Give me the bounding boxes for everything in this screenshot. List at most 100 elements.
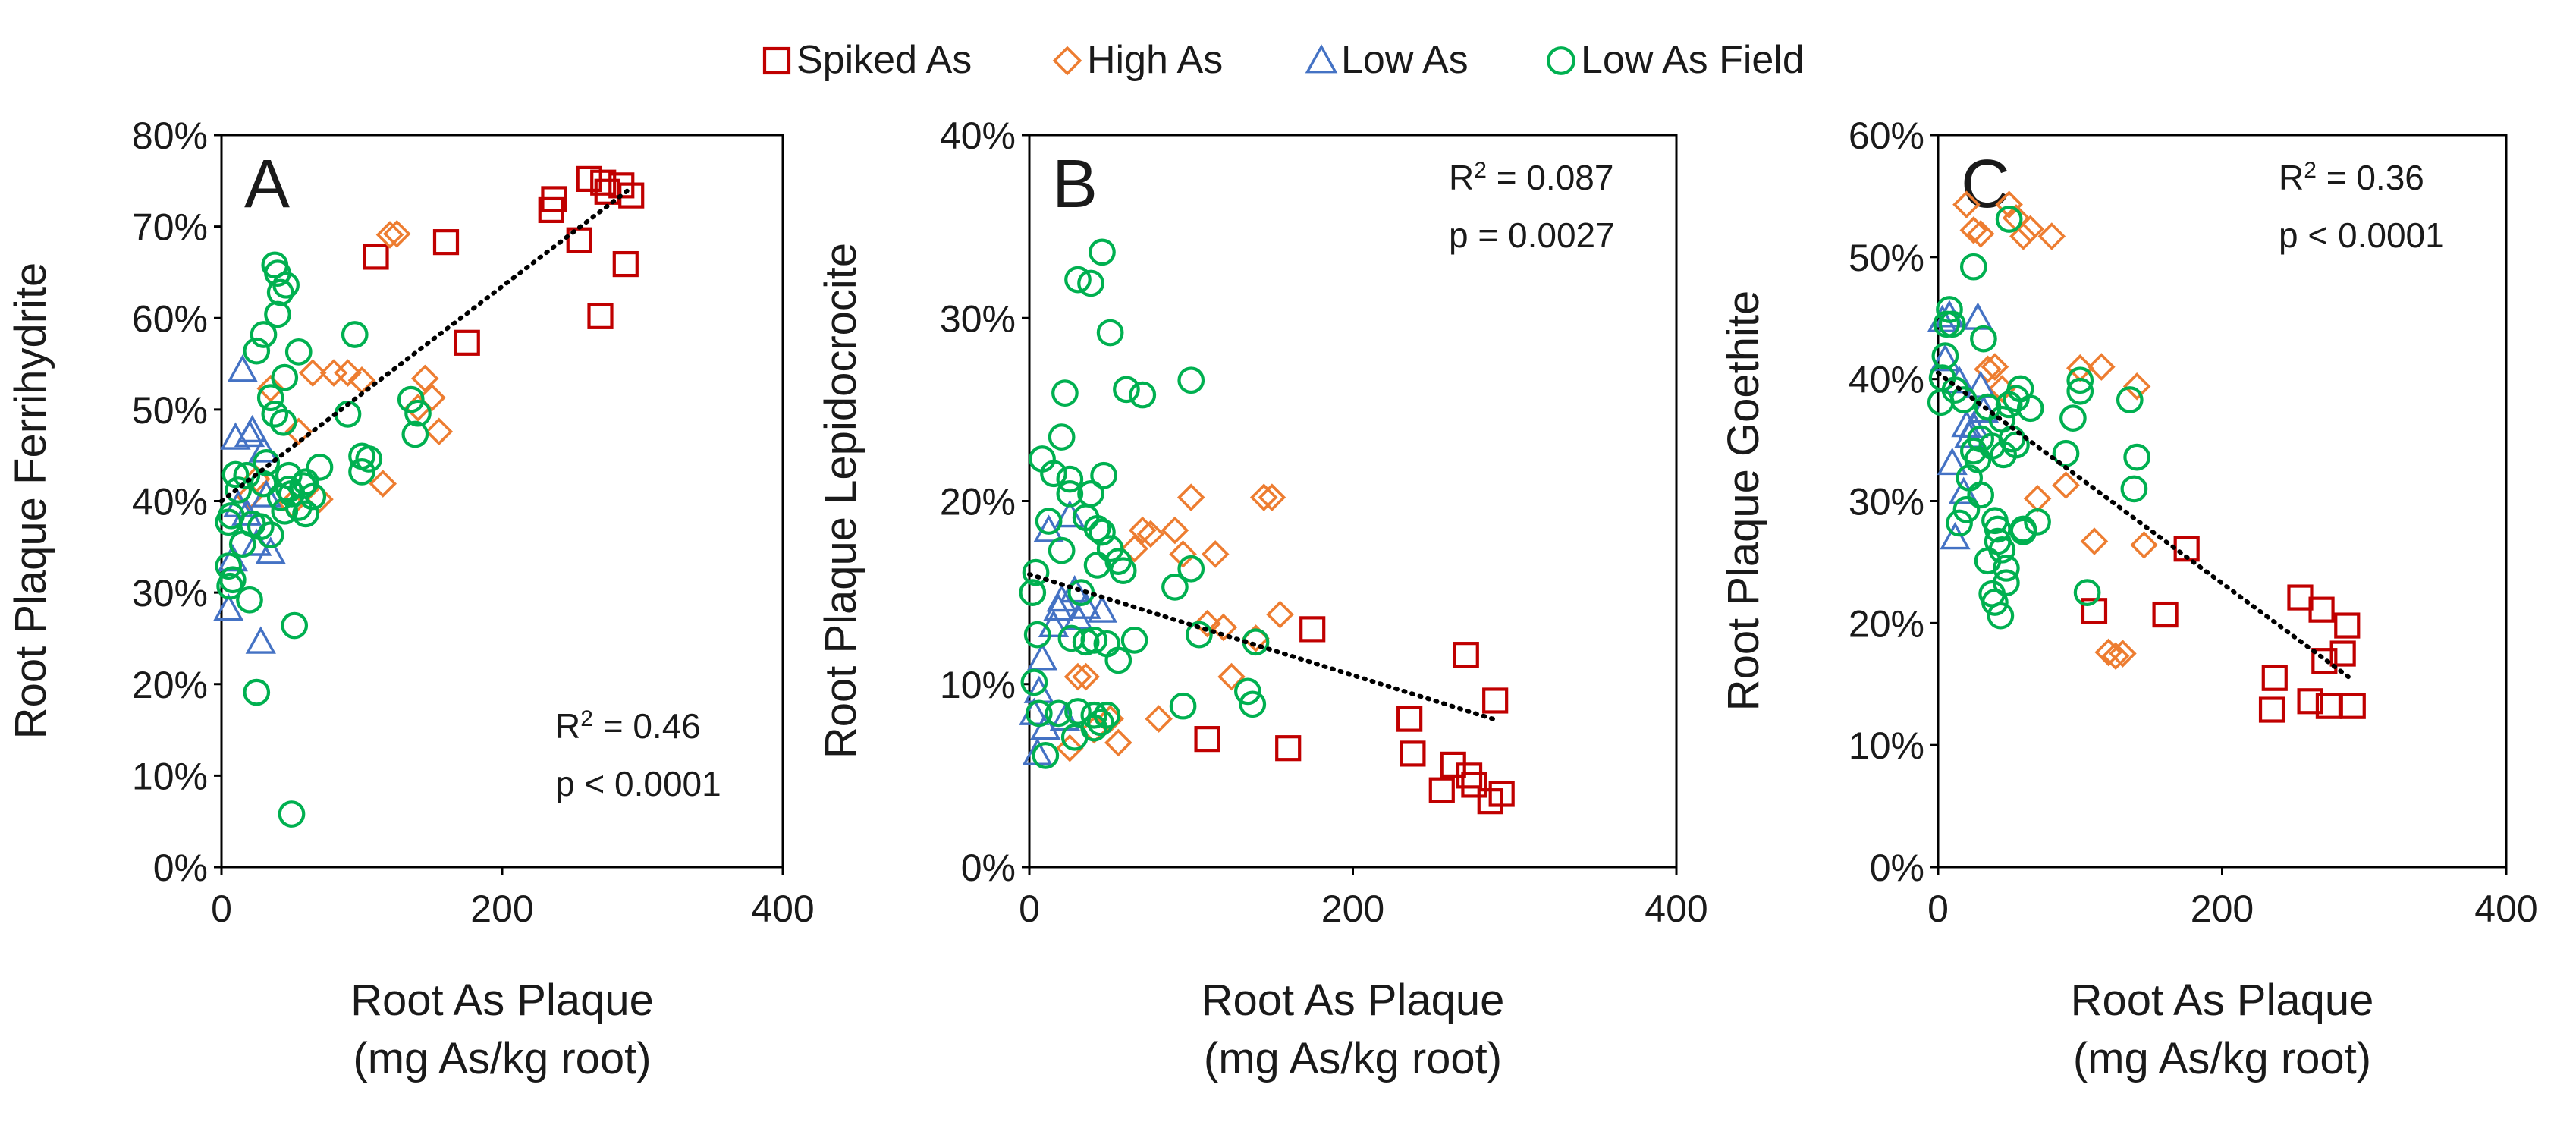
legend: Spiked As High As Low As Low As Field [762,38,1805,82]
r-squared-value: = 0.46 [593,706,701,746]
p-value-label: p < 0.0001 [2279,215,2445,255]
data-point [266,278,294,306]
data-point [410,364,439,393]
data-point [2334,612,2361,639]
r-squared-prefix: R [2279,158,2304,197]
y-tick-label: 50% [132,389,208,432]
data-point [1054,500,1085,528]
data-point [1981,589,2009,616]
y-axis-title: Root Plaque Ferrihydrite [6,262,55,740]
y-tick-label: 60% [1849,115,1924,157]
data-point [2024,508,2051,536]
data-point [2116,386,2144,413]
data-point [255,536,286,564]
data-point [272,271,300,299]
data-point [1080,701,1108,729]
data-point [269,408,297,436]
data-point [2009,517,2037,545]
data-point [1169,692,1197,720]
data-point [1096,319,1124,347]
data-point [541,186,567,212]
series-low-as-field [215,251,432,828]
data-point [1086,709,1114,737]
data-point [404,399,432,427]
data-point [2088,353,2116,381]
data-point [292,468,319,496]
panel-a: 0% 10% 20% 30% 40% 50% 60% 70% 80% 0 200 400 Root As… [6,115,815,1083]
data-point [278,800,306,828]
data-point [1967,481,1995,509]
data-point [1161,516,1189,545]
series-spiked-as [2081,536,2366,723]
data-point [1038,609,1070,638]
legend-label: Spiked As [796,38,972,82]
data-point [363,244,389,270]
data-point [1952,190,1981,218]
data-point [1083,552,1111,579]
data-point [284,417,313,446]
legend-label: Low As [1341,38,1469,82]
y-tick-label: 70% [132,206,208,249]
data-point [2081,598,2108,624]
data-point [2123,443,2150,471]
series-spiked-as [363,165,645,356]
data-point [2080,527,2109,555]
data-point [1080,626,1108,654]
data-point [1022,558,1050,586]
r-squared-value: = 0.36 [2317,158,2424,197]
data-point [275,461,303,489]
x-tick-label: 200 [470,888,533,930]
data-point [1113,376,1140,404]
data-point [2073,579,2101,606]
data-point [1043,593,1074,621]
data-point [1186,621,1213,649]
data-point [1937,447,1968,476]
legend-item-0: Spiked As [762,38,972,82]
data-point [1930,344,1961,372]
data-point [1046,584,1077,612]
data-point [2066,366,2094,394]
series-spiked-as [1194,616,1515,815]
data-point [1488,781,1515,807]
data-point [2016,394,2044,423]
data-point [306,454,334,481]
data-point [1177,366,1205,394]
data-point [1952,495,1981,523]
data-point [454,329,480,356]
data-point [236,586,263,614]
data-point [1145,705,1173,733]
y-tick-label: 40% [1849,359,1924,401]
y-tick-label: 20% [940,481,1016,523]
data-point [1941,376,1969,404]
data-point [1965,370,1996,398]
data-point [1063,662,1092,691]
data-point [375,221,404,249]
data-point [1456,762,1483,789]
data-point [1128,516,1157,545]
data-point [256,374,285,403]
data-point [432,229,460,256]
data-point [1249,483,1278,511]
series-high-as [1056,483,1294,762]
y-tick-label: 10% [1849,724,1924,767]
data-point [2009,222,2037,250]
data-point [1275,735,1302,762]
data-point [2120,475,2148,503]
data-point [369,470,397,498]
data-point [1177,555,1205,583]
series-low-as-field [1019,238,1270,769]
data-point [1993,569,2020,597]
data-point [1258,483,1286,511]
y-tick-label: 10% [132,755,208,797]
data-point [587,303,614,329]
data-point [1136,520,1165,548]
y-tick-label: 40% [132,481,208,523]
data-point [2297,688,2323,715]
r-squared-superscript: 2 [1474,158,1487,183]
x-axis-title: Root As Plaque [350,976,654,1025]
data-point [1109,557,1137,585]
data-point [334,359,362,387]
data-point [243,678,271,706]
data-point [299,482,327,511]
data-point [1064,698,1092,725]
